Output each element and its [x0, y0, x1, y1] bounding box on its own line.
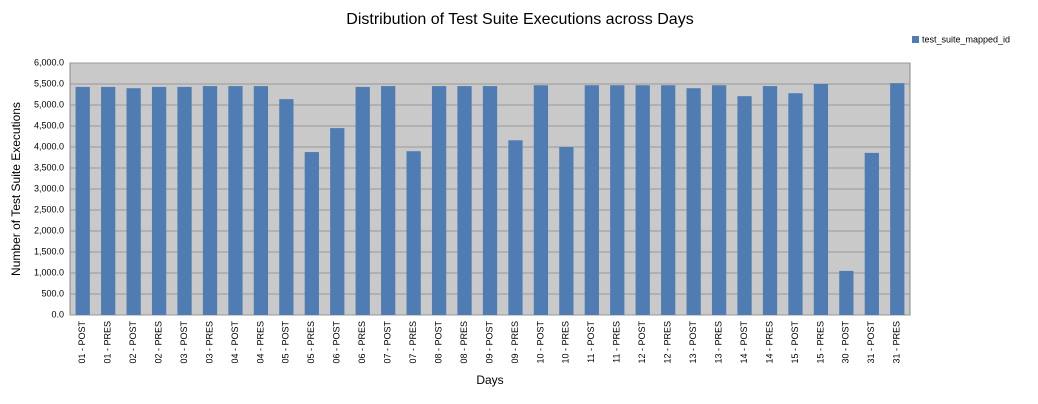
x-tick-label: 05 - PRES — [306, 321, 316, 364]
bar — [228, 86, 243, 315]
y-axis-title: Number of Test Suite Executions — [9, 102, 23, 276]
x-tick-label: 09 - POST — [484, 321, 494, 364]
bar — [711, 85, 727, 315]
x-tick-label: 11 - POST — [586, 321, 596, 363]
y-tick-label: 500.0 — [41, 288, 64, 298]
x-tick-label: 15 - POST — [790, 321, 800, 364]
bar — [330, 128, 345, 315]
x-tick-label: 31 - PRES — [892, 321, 902, 364]
y-tick-label: 3,500.0 — [34, 162, 64, 172]
x-tick-label: 07 - PRES — [408, 321, 418, 364]
legend-swatch — [912, 36, 919, 43]
bar — [584, 85, 599, 315]
bar — [737, 96, 752, 316]
bar — [177, 86, 192, 315]
x-tick-label: 13 - PRES — [713, 321, 723, 364]
y-tick-label: 4,000.0 — [34, 141, 64, 151]
x-tick-label: 05 - POST — [281, 321, 291, 364]
bar — [839, 270, 854, 315]
x-tick-label: 15 - PRES — [815, 321, 825, 364]
bar — [279, 99, 294, 316]
bar — [75, 86, 90, 315]
x-tick-label: 10 - PRES — [561, 321, 571, 364]
y-tick-label: 1,500.0 — [34, 246, 64, 256]
x-tick-label: 12 - POST — [637, 321, 647, 364]
bar — [686, 88, 701, 315]
bar — [890, 83, 905, 315]
x-tick-label: 02 - PRES — [153, 321, 163, 364]
bar — [151, 86, 167, 315]
bar — [381, 86, 396, 315]
bar — [126, 88, 141, 315]
y-tick-label: 6,000.0 — [34, 57, 64, 67]
bar — [635, 85, 650, 315]
bar — [457, 86, 472, 315]
x-tick-label: 03 - POST — [179, 321, 189, 364]
x-tick-label: 11 - PRES — [612, 321, 622, 363]
x-tick-label: 01 - POST — [77, 321, 87, 364]
bar — [762, 86, 778, 315]
x-tick-label: 10 - POST — [535, 321, 545, 364]
bar — [533, 85, 549, 315]
x-tick-label: 12 - PRES — [663, 321, 673, 364]
x-tick-label: 04 - POST — [230, 321, 240, 364]
x-tick-label: 08 - POST — [433, 321, 443, 364]
y-tick-label: 2,500.0 — [34, 204, 64, 214]
bar — [559, 147, 574, 315]
y-tick-label: 2,000.0 — [34, 225, 64, 235]
x-tick-label: 08 - PRES — [459, 321, 469, 364]
chart-title: Distribution of Test Suite Executions ac… — [346, 11, 693, 28]
x-tick-label: 14 - POST — [739, 321, 749, 364]
bar — [610, 85, 625, 315]
x-axis-title: Days — [476, 373, 503, 387]
bar — [253, 86, 269, 315]
bar — [482, 86, 498, 315]
x-tick-label: 01 - PRES — [103, 321, 113, 364]
y-tick-label: 5,500.0 — [34, 78, 64, 88]
bar — [813, 84, 829, 315]
x-tick-label: 30 - POST — [841, 321, 851, 364]
x-tick-label: 04 - PRES — [255, 321, 265, 364]
bar — [304, 152, 319, 315]
y-tick-label: 3,000.0 — [34, 183, 64, 193]
y-tick-label: 0.0 — [51, 309, 64, 319]
y-tick-label: 1,000.0 — [34, 267, 64, 277]
x-tick-label: 13 - POST — [688, 321, 698, 364]
x-tick-label: 14 - PRES — [764, 321, 774, 364]
x-tick-label: 07 - POST — [383, 321, 393, 364]
x-tick-label: 06 - PRES — [357, 321, 367, 364]
bar — [355, 86, 370, 315]
bar — [406, 151, 421, 315]
x-tick-label: 31 - POST — [866, 321, 876, 364]
bar — [101, 86, 116, 315]
bar — [431, 86, 447, 315]
x-tick-label: 09 - PRES — [510, 321, 520, 364]
bar — [788, 93, 803, 316]
x-tick-label: 06 - POST — [332, 321, 342, 364]
bar — [864, 152, 879, 315]
bar — [508, 140, 523, 315]
x-tick-label: 03 - PRES — [204, 321, 214, 364]
y-tick-label: 5,000.0 — [34, 99, 64, 109]
bar — [202, 86, 218, 315]
y-tick-label: 4,500.0 — [34, 120, 64, 130]
bar — [661, 85, 676, 315]
legend-label: test_suite_mapped_id — [922, 34, 1010, 44]
x-tick-label: 02 - POST — [128, 321, 138, 364]
